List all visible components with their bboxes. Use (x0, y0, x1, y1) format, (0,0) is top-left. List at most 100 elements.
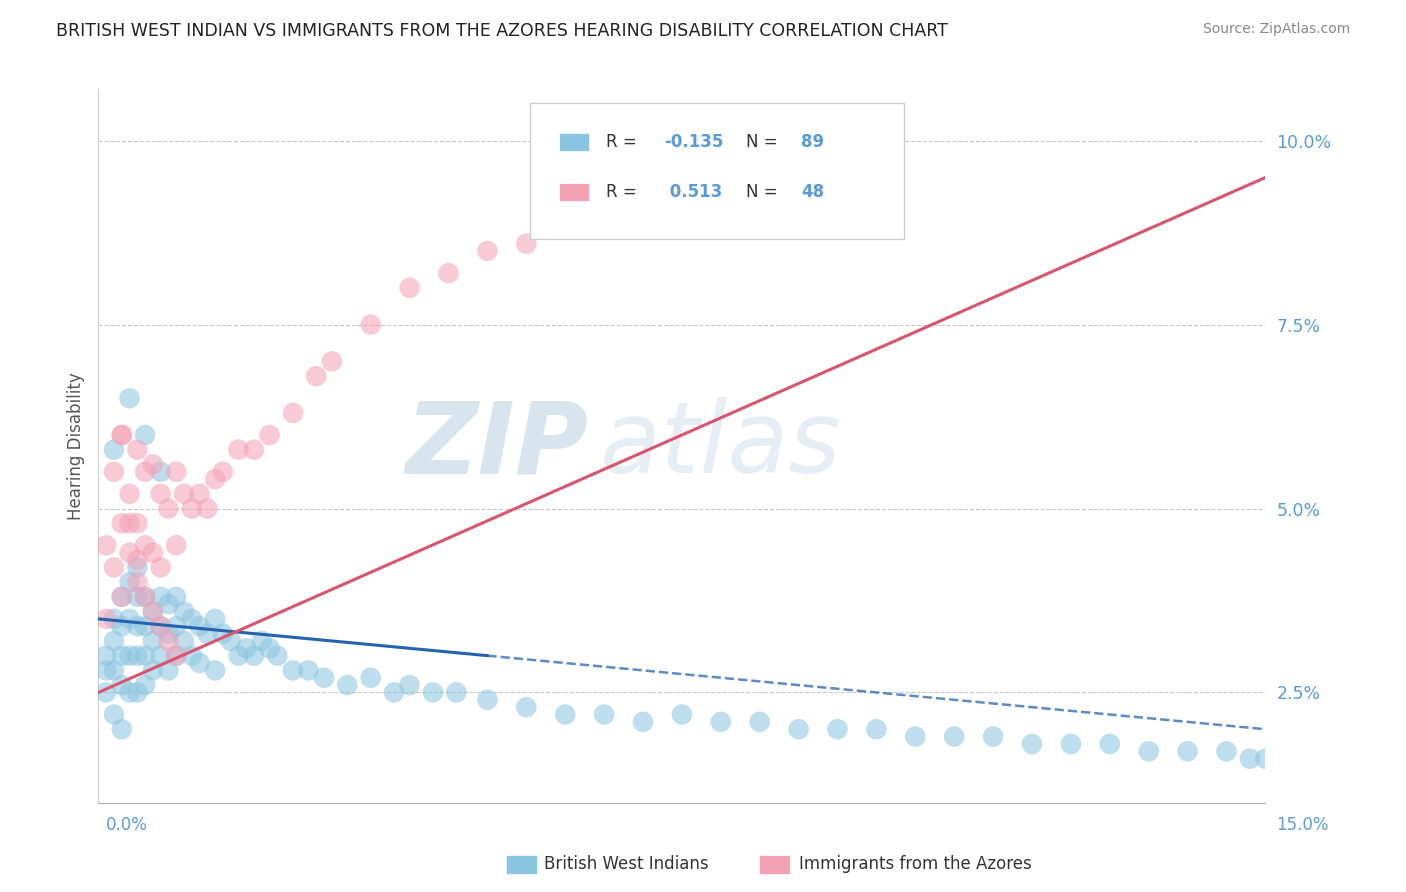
Point (1137, 744, 1160, 758)
Point (134, 538, 156, 552)
Point (149, 465, 172, 479)
Point (173, 487, 195, 501)
Point (111, 590, 134, 604)
Point (173, 634, 195, 648)
Point (477, 693, 499, 707)
Point (228, 442, 250, 457)
Point (212, 626, 235, 640)
Point (165, 648, 187, 663)
Point (360, 318, 382, 332)
Point (904, 730, 927, 744)
Point (219, 634, 242, 648)
Point (134, 648, 156, 663)
Point (195, 626, 218, 640)
Point (1098, 737, 1121, 751)
Point (259, 641, 281, 656)
Point (157, 597, 180, 611)
Point (180, 501, 202, 516)
Point (671, 707, 693, 722)
Point (305, 369, 328, 384)
Point (118, 575, 141, 590)
Point (297, 664, 319, 678)
Point (142, 605, 165, 619)
Text: Immigrants from the Azores: Immigrants from the Azores (799, 855, 1032, 873)
Point (554, 707, 576, 722)
Point (515, 236, 537, 251)
Point (515, 700, 537, 714)
Point (259, 428, 281, 442)
Point (127, 516, 149, 531)
Point (118, 612, 141, 626)
Point (149, 648, 172, 663)
Point (1021, 737, 1043, 751)
Point (149, 619, 172, 633)
Point (103, 664, 125, 678)
Text: N =: N = (747, 133, 783, 151)
Point (118, 391, 141, 405)
Point (235, 641, 257, 656)
Point (157, 501, 180, 516)
Point (157, 664, 180, 678)
Text: Source: ZipAtlas.com: Source: ZipAtlas.com (1202, 22, 1350, 37)
Point (281, 406, 304, 420)
Point (103, 612, 125, 626)
Text: 0.0%: 0.0% (105, 816, 148, 834)
Point (312, 671, 335, 685)
Point (127, 685, 149, 699)
Point (188, 656, 211, 670)
Point (204, 612, 226, 626)
Text: 0.513: 0.513 (665, 183, 723, 201)
Point (631, 714, 654, 729)
Point (1254, 752, 1277, 766)
Point (593, 193, 616, 207)
Text: -0.135: -0.135 (665, 133, 724, 151)
Point (250, 634, 273, 648)
FancyBboxPatch shape (560, 134, 589, 152)
Point (96, 612, 118, 626)
Point (382, 685, 405, 699)
Point (96, 664, 118, 678)
Point (165, 648, 187, 663)
Point (149, 487, 172, 501)
Point (118, 685, 141, 699)
Point (188, 619, 211, 633)
Point (111, 678, 134, 692)
Point (134, 590, 156, 604)
Text: BRITISH WEST INDIAN VS IMMIGRANTS FROM THE AZORES HEARING DISABILITY CORRELATION: BRITISH WEST INDIAN VS IMMIGRANTS FROM T… (56, 22, 948, 40)
Point (554, 222, 576, 236)
Point (111, 428, 134, 442)
Text: R =: R = (606, 133, 643, 151)
Point (157, 634, 180, 648)
Point (149, 560, 172, 574)
Point (1215, 744, 1237, 758)
Point (422, 685, 444, 699)
Point (398, 281, 420, 295)
Point (149, 590, 172, 604)
Point (180, 612, 202, 626)
Point (111, 648, 134, 663)
Point (96, 685, 118, 699)
Text: 48: 48 (801, 183, 824, 201)
Point (103, 465, 125, 479)
Point (118, 487, 141, 501)
Point (142, 634, 165, 648)
Point (165, 590, 187, 604)
Point (1060, 737, 1083, 751)
Point (134, 678, 156, 692)
Point (118, 546, 141, 560)
Point (593, 707, 616, 722)
Point (111, 516, 134, 531)
Point (127, 560, 149, 574)
Point (228, 648, 250, 663)
Point (157, 626, 180, 640)
Point (127, 648, 149, 663)
Point (865, 723, 887, 737)
Point (103, 560, 125, 574)
Y-axis label: Hearing Disability: Hearing Disability (66, 372, 84, 520)
Point (134, 619, 156, 633)
Point (1177, 744, 1199, 758)
Point (134, 590, 156, 604)
FancyBboxPatch shape (530, 103, 904, 239)
Point (111, 723, 134, 737)
Point (142, 605, 165, 619)
